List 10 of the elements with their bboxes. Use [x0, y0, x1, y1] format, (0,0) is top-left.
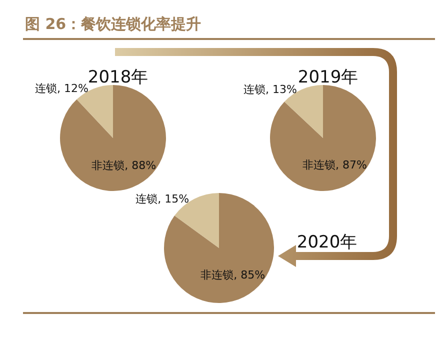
slice-label: 连锁, 12% — [35, 82, 88, 96]
caption: 图 26：餐饮连锁化率提升 — [25, 15, 202, 34]
slice-label: 非连锁, 85% — [200, 268, 266, 282]
text: 2020年 — [296, 232, 358, 252]
chart-title: 2018年 — [88, 68, 148, 88]
chart-title: 2019年 — [298, 68, 358, 88]
slice-label: 连锁, 13% — [244, 82, 297, 96]
slice-label: 连锁, 15% — [136, 192, 190, 206]
slice-label: 非连锁, 88% — [92, 158, 156, 172]
slice-label: 非连锁, 87% — [302, 158, 367, 172]
